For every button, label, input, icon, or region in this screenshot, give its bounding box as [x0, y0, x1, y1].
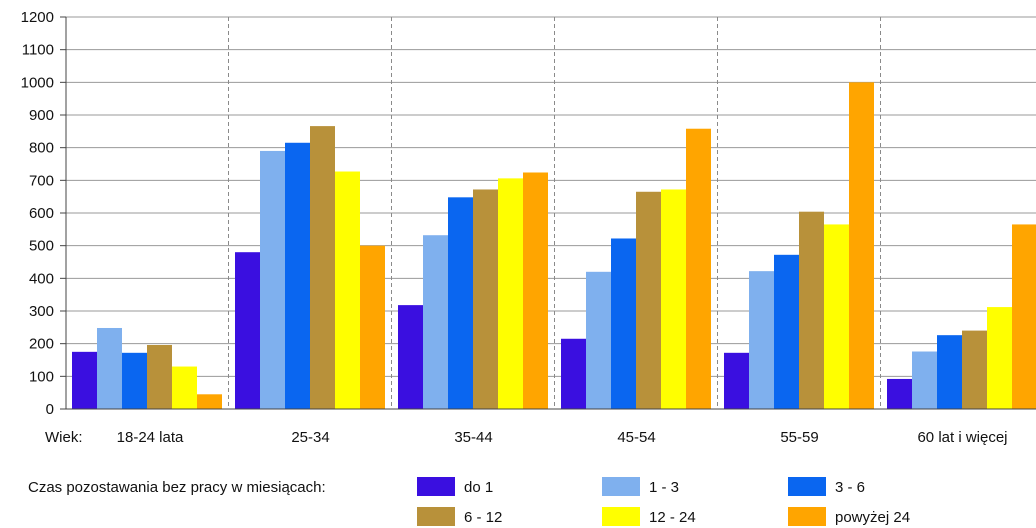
bar [661, 189, 686, 409]
legend-swatch [417, 477, 455, 496]
legend-swatch [417, 507, 455, 526]
bar [636, 191, 661, 409]
bar [824, 224, 849, 409]
x-axis-prefix-label: Wiek: [45, 429, 83, 446]
legend-label: 1 - 3 [649, 479, 679, 496]
category-label: 35-44 [454, 429, 492, 446]
legend-swatch [788, 477, 826, 496]
y-tick-label: 500 [29, 238, 54, 255]
bar [335, 171, 360, 409]
bar [849, 82, 874, 409]
bar [498, 178, 523, 409]
legend-swatch [788, 507, 826, 526]
y-tick-label: 1200 [21, 9, 54, 26]
bar [523, 172, 548, 409]
bar [97, 327, 122, 409]
category-label: 55-59 [780, 429, 818, 446]
legend-label: 12 - 24 [649, 509, 696, 526]
bar [235, 252, 260, 409]
y-tick-label: 700 [29, 172, 54, 189]
y-tick-label: 800 [29, 140, 54, 157]
category-label: 25-34 [291, 429, 329, 446]
bar [197, 394, 222, 409]
bar [611, 238, 636, 409]
bar [686, 128, 711, 409]
category-label: 60 lat i więcej [917, 429, 1007, 446]
y-tick-label: 1100 [22, 42, 54, 59]
bar [799, 211, 824, 409]
bar [586, 271, 611, 409]
category-label: 18-24 lata [117, 429, 184, 446]
bar [912, 351, 937, 409]
bar [122, 352, 147, 409]
y-tick-label: 400 [29, 270, 54, 287]
legend-label: 3 - 6 [835, 479, 865, 496]
y-tick-label: 900 [29, 107, 54, 124]
legend-title: Czas pozostawania bez pracy w miesiącach… [28, 479, 326, 496]
bar [887, 378, 912, 409]
bar [749, 271, 774, 409]
bar [473, 189, 498, 409]
y-tick-label: 1000 [21, 74, 54, 91]
legend-swatch [602, 477, 640, 496]
bar [423, 235, 448, 409]
bar [72, 351, 97, 409]
category-label: 45-54 [617, 429, 655, 446]
y-tick-label: 200 [29, 336, 54, 353]
y-tick-label: 300 [29, 303, 54, 320]
bar [147, 344, 172, 409]
bar [937, 335, 962, 409]
y-tick-label: 600 [29, 205, 54, 222]
y-tick-label: 0 [46, 401, 54, 418]
bar [172, 366, 197, 409]
bar [360, 245, 385, 409]
bar [448, 197, 473, 409]
bar [774, 254, 799, 409]
legend-label: do 1 [464, 479, 493, 496]
bar [310, 126, 335, 410]
bar [398, 305, 423, 409]
y-tick-label: 100 [29, 368, 54, 385]
bar [724, 352, 749, 409]
legend-label: 6 - 12 [464, 509, 502, 526]
bar [285, 142, 310, 409]
bar [561, 338, 586, 409]
bar [987, 307, 1012, 409]
bar [1012, 224, 1036, 409]
bar [962, 330, 987, 409]
legend-label: powyżej 24 [835, 509, 910, 526]
legend-swatch [602, 507, 640, 526]
bar [260, 150, 285, 409]
